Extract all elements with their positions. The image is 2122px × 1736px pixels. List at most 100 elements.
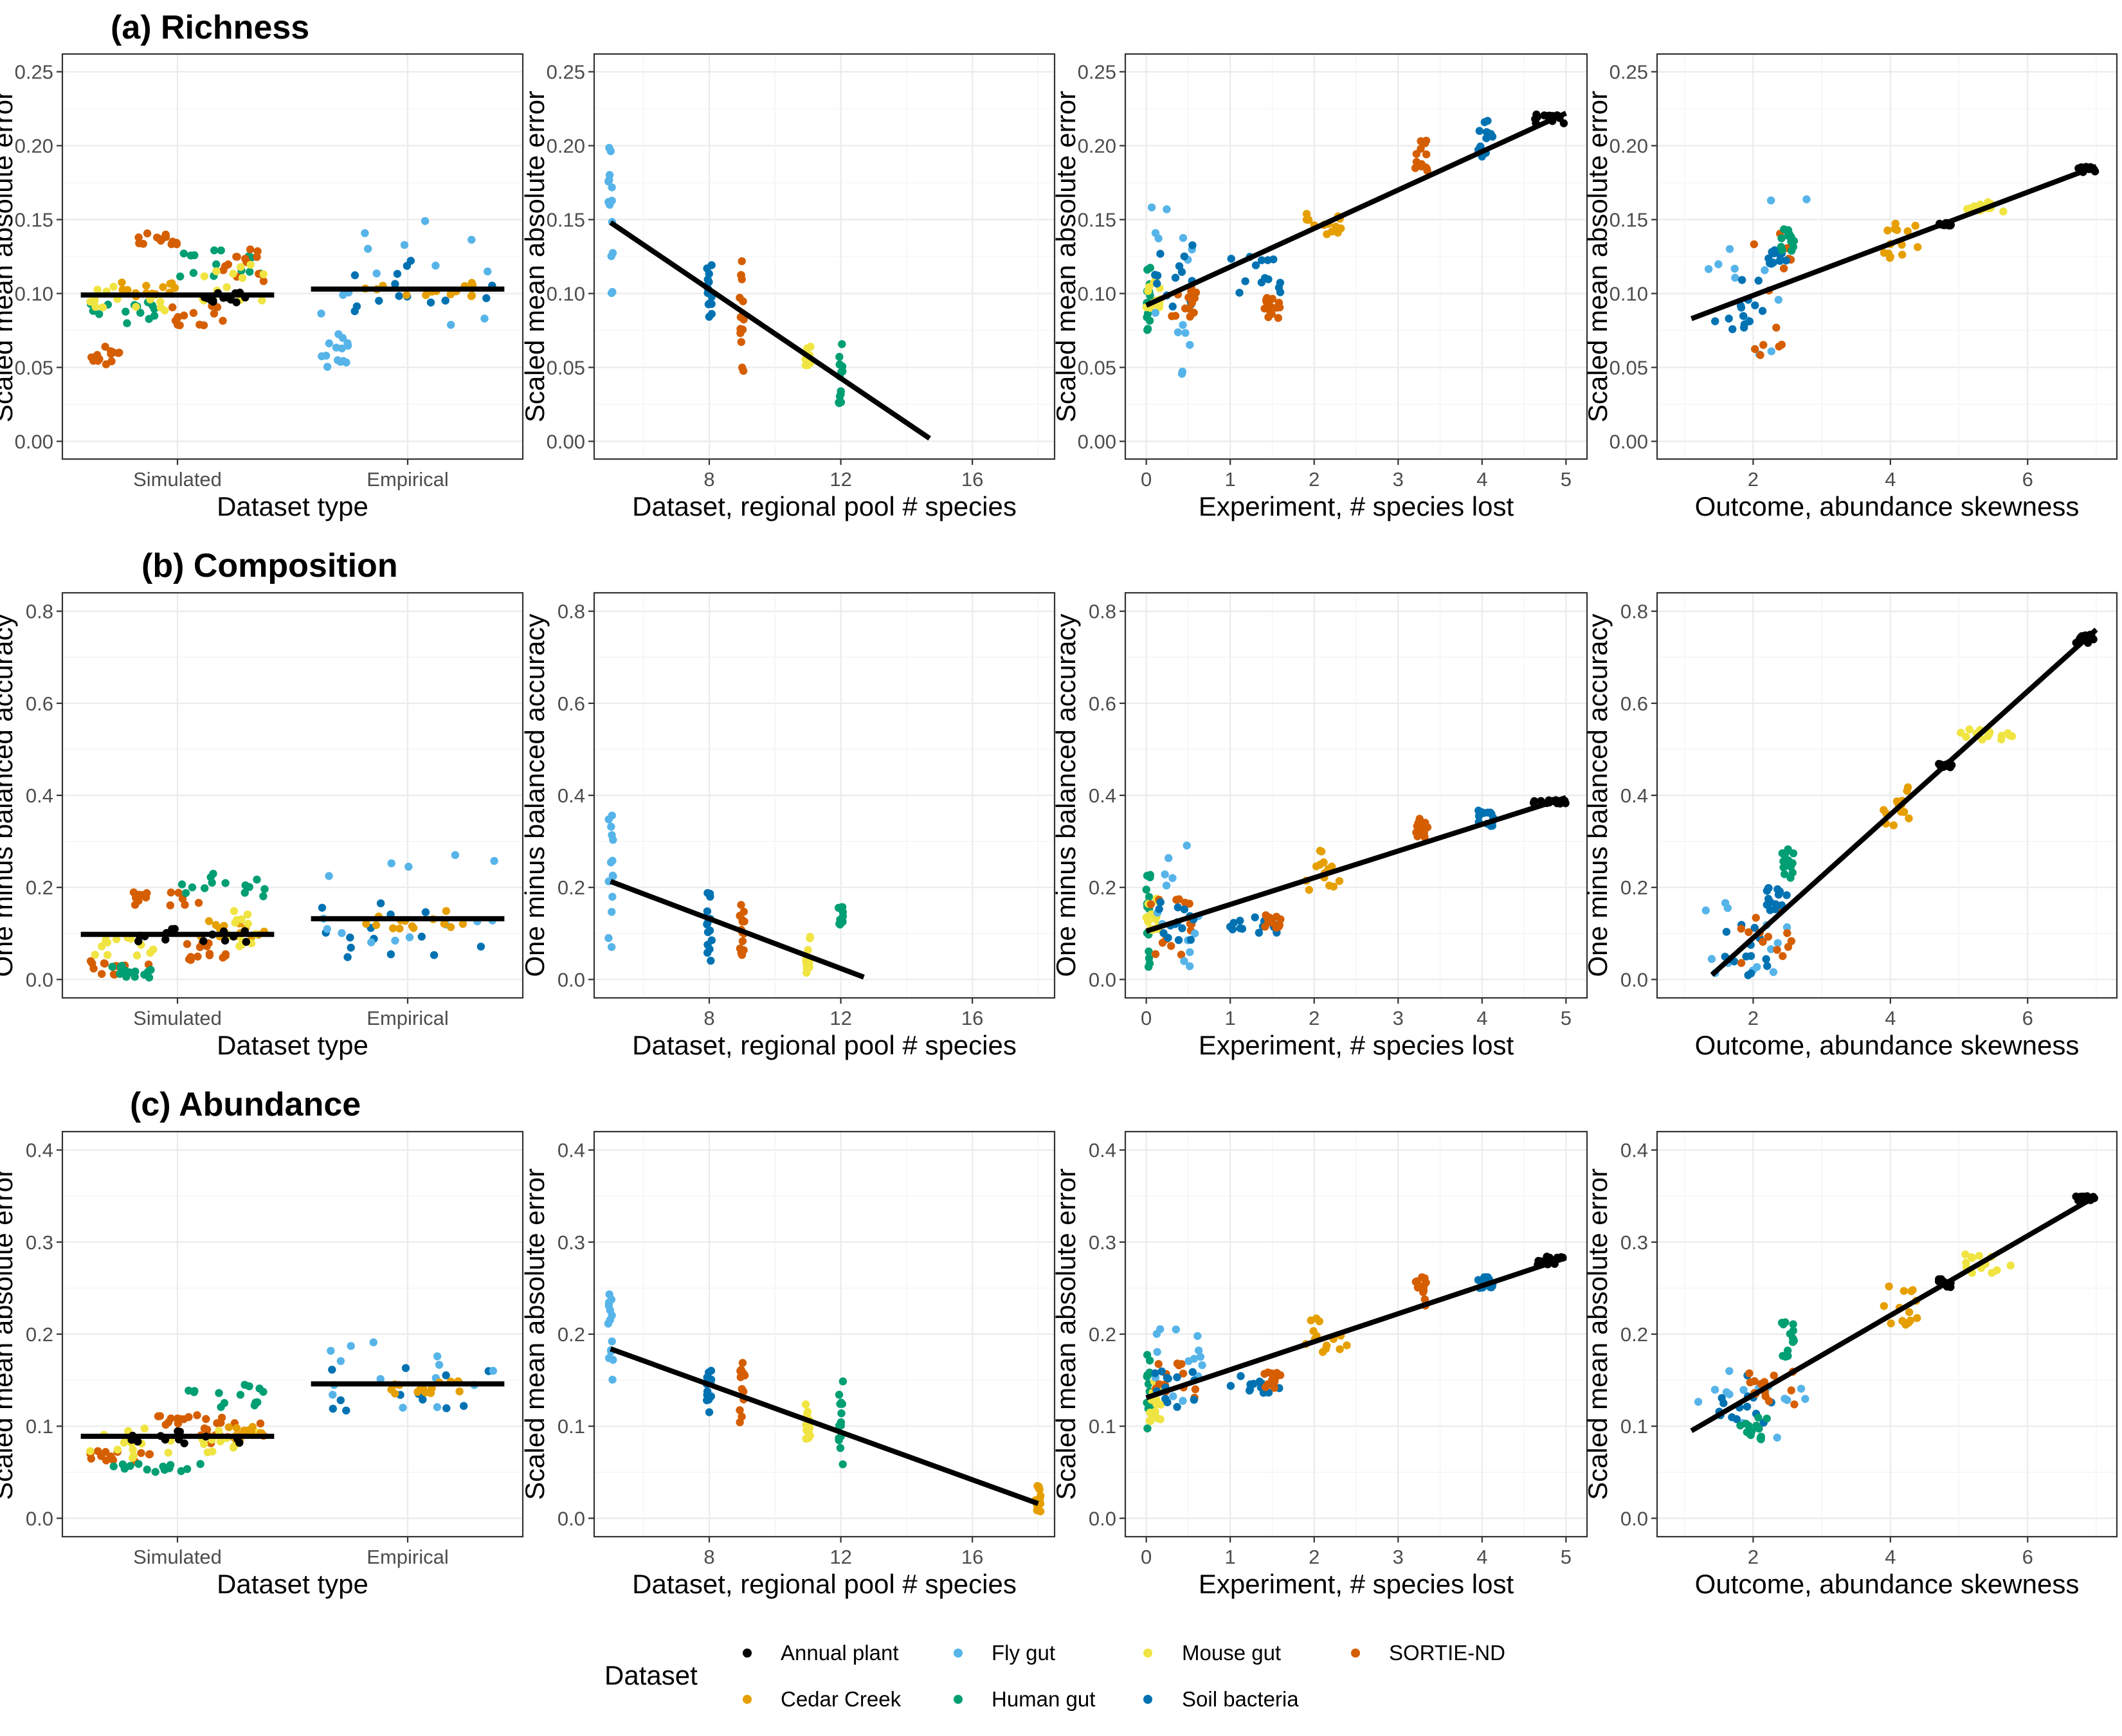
data-point-fly (1156, 1325, 1165, 1334)
data-point-human (179, 249, 188, 258)
data-point-fly (608, 287, 617, 296)
data-point-human (122, 973, 131, 981)
data-point-human (217, 1403, 225, 1411)
data-point-fly (376, 1375, 385, 1383)
data-point-fly (1710, 1386, 1719, 1394)
data-point-cedar (1900, 808, 1909, 817)
data-point-sortie (736, 944, 745, 953)
data-point-human (1789, 1326, 1797, 1335)
data-point-soil (342, 1406, 350, 1415)
data-point-sortie (194, 952, 202, 961)
data-point-human (259, 892, 268, 901)
x-tick-label: 4 (1885, 1007, 1896, 1029)
data-point-human (837, 1409, 846, 1418)
data-point-soil (1482, 128, 1491, 136)
data-point-human (1142, 885, 1150, 894)
y-tick-label: 0.3 (1620, 1231, 1648, 1254)
data-point-mouse (156, 298, 165, 306)
data-point-cedar (1336, 1345, 1344, 1353)
data-point-cedar (1889, 821, 1898, 829)
data-point-annual (1531, 114, 1539, 123)
data-point-soil (707, 957, 715, 965)
legend-label-cedar-creek: Cedar Creek (781, 1687, 902, 1711)
data-point-fly (1179, 233, 1188, 242)
data-point-fly (1163, 205, 1171, 213)
data-point-fly (1774, 296, 1782, 304)
data-point-mouse (1146, 1408, 1154, 1417)
data-point-cedar (204, 917, 213, 925)
data-point-cedar (1887, 1319, 1895, 1328)
x-tick-label: 16 (961, 1546, 983, 1568)
data-point-soil (1246, 1380, 1255, 1389)
x-axis-title: Dataset, regional pool # species (632, 1569, 1017, 1599)
data-point-fly (421, 217, 430, 225)
panel-r1-c2: 0.0 0.2 0.4 0.6 0.8 0 1 2 3 4 5 Experiment, # speci… (1051, 592, 1588, 1060)
data-point-cedar (1319, 858, 1328, 867)
data-point-cedar (1343, 1341, 1351, 1350)
x-tick-label: 8 (703, 1007, 714, 1029)
data-point-sortie (1172, 896, 1181, 904)
data-point-fly (1168, 874, 1177, 882)
data-point-cedar (1880, 249, 1889, 257)
data-point-human (160, 1465, 169, 1474)
data-point-mouse (98, 942, 106, 951)
data-point-fly (334, 330, 343, 338)
y-axis-title: Scaled mean absolute error (0, 1168, 18, 1500)
data-point-sortie (1179, 1370, 1188, 1378)
data-point-human (1789, 1335, 1797, 1344)
data-point-sortie (221, 950, 230, 959)
data-point-fly (361, 229, 369, 237)
y-tick-label: 0.05 (1078, 356, 1116, 379)
data-point-human (839, 1377, 848, 1386)
data-point-human (837, 1398, 846, 1407)
data-point-mouse (212, 267, 221, 276)
data-point-mouse (160, 306, 169, 315)
data-point-fly (608, 871, 617, 880)
data-point-human (122, 307, 130, 316)
data-point-human (835, 352, 844, 361)
data-point-sortie (185, 1413, 193, 1422)
x-tick-label: Simulated (133, 468, 222, 491)
data-point-annual (180, 1439, 188, 1447)
data-point-human (246, 267, 254, 276)
data-point-sortie (1264, 1368, 1273, 1377)
data-point-human (116, 970, 124, 978)
data-point-soil (1164, 1374, 1172, 1383)
data-point-sortie (1265, 914, 1274, 923)
data-point-soil (1229, 919, 1238, 927)
data-point-fly (343, 341, 352, 350)
data-point-sortie (1787, 1386, 1795, 1395)
data-point-human (1789, 849, 1798, 858)
data-point-human (188, 883, 197, 892)
data-point-sortie (1737, 959, 1746, 967)
data-point-human (215, 1389, 223, 1397)
data-point-soil (1737, 276, 1746, 284)
data-point-sortie (1188, 299, 1196, 307)
data-point-human (837, 903, 845, 912)
data-point-soil (1711, 317, 1719, 325)
x-tick-label: 3 (1393, 1546, 1404, 1568)
data-point-soil (336, 1396, 345, 1404)
data-point-fly (1739, 1386, 1748, 1394)
data-point-soil (1257, 256, 1266, 264)
data-point-mouse (259, 270, 268, 278)
data-point-cedar (413, 1388, 422, 1397)
data-point-sortie (1759, 341, 1768, 349)
data-point-human (150, 311, 159, 320)
data-point-fly (1172, 1325, 1181, 1334)
data-point-mouse (1153, 1414, 1162, 1422)
data-point-sortie (1745, 928, 1753, 937)
y-tick-label: 0.6 (26, 692, 53, 715)
data-point-mouse (246, 260, 255, 269)
y-tick-label: 0.8 (1620, 601, 1648, 623)
legend-key-annual-plant (743, 1649, 752, 1658)
data-point-fly (1701, 906, 1710, 915)
data-point-sortie (1155, 1380, 1163, 1388)
data-point-sortie (1756, 351, 1764, 359)
data-point-fly (1183, 841, 1191, 850)
data-point-fly (1761, 266, 1769, 275)
